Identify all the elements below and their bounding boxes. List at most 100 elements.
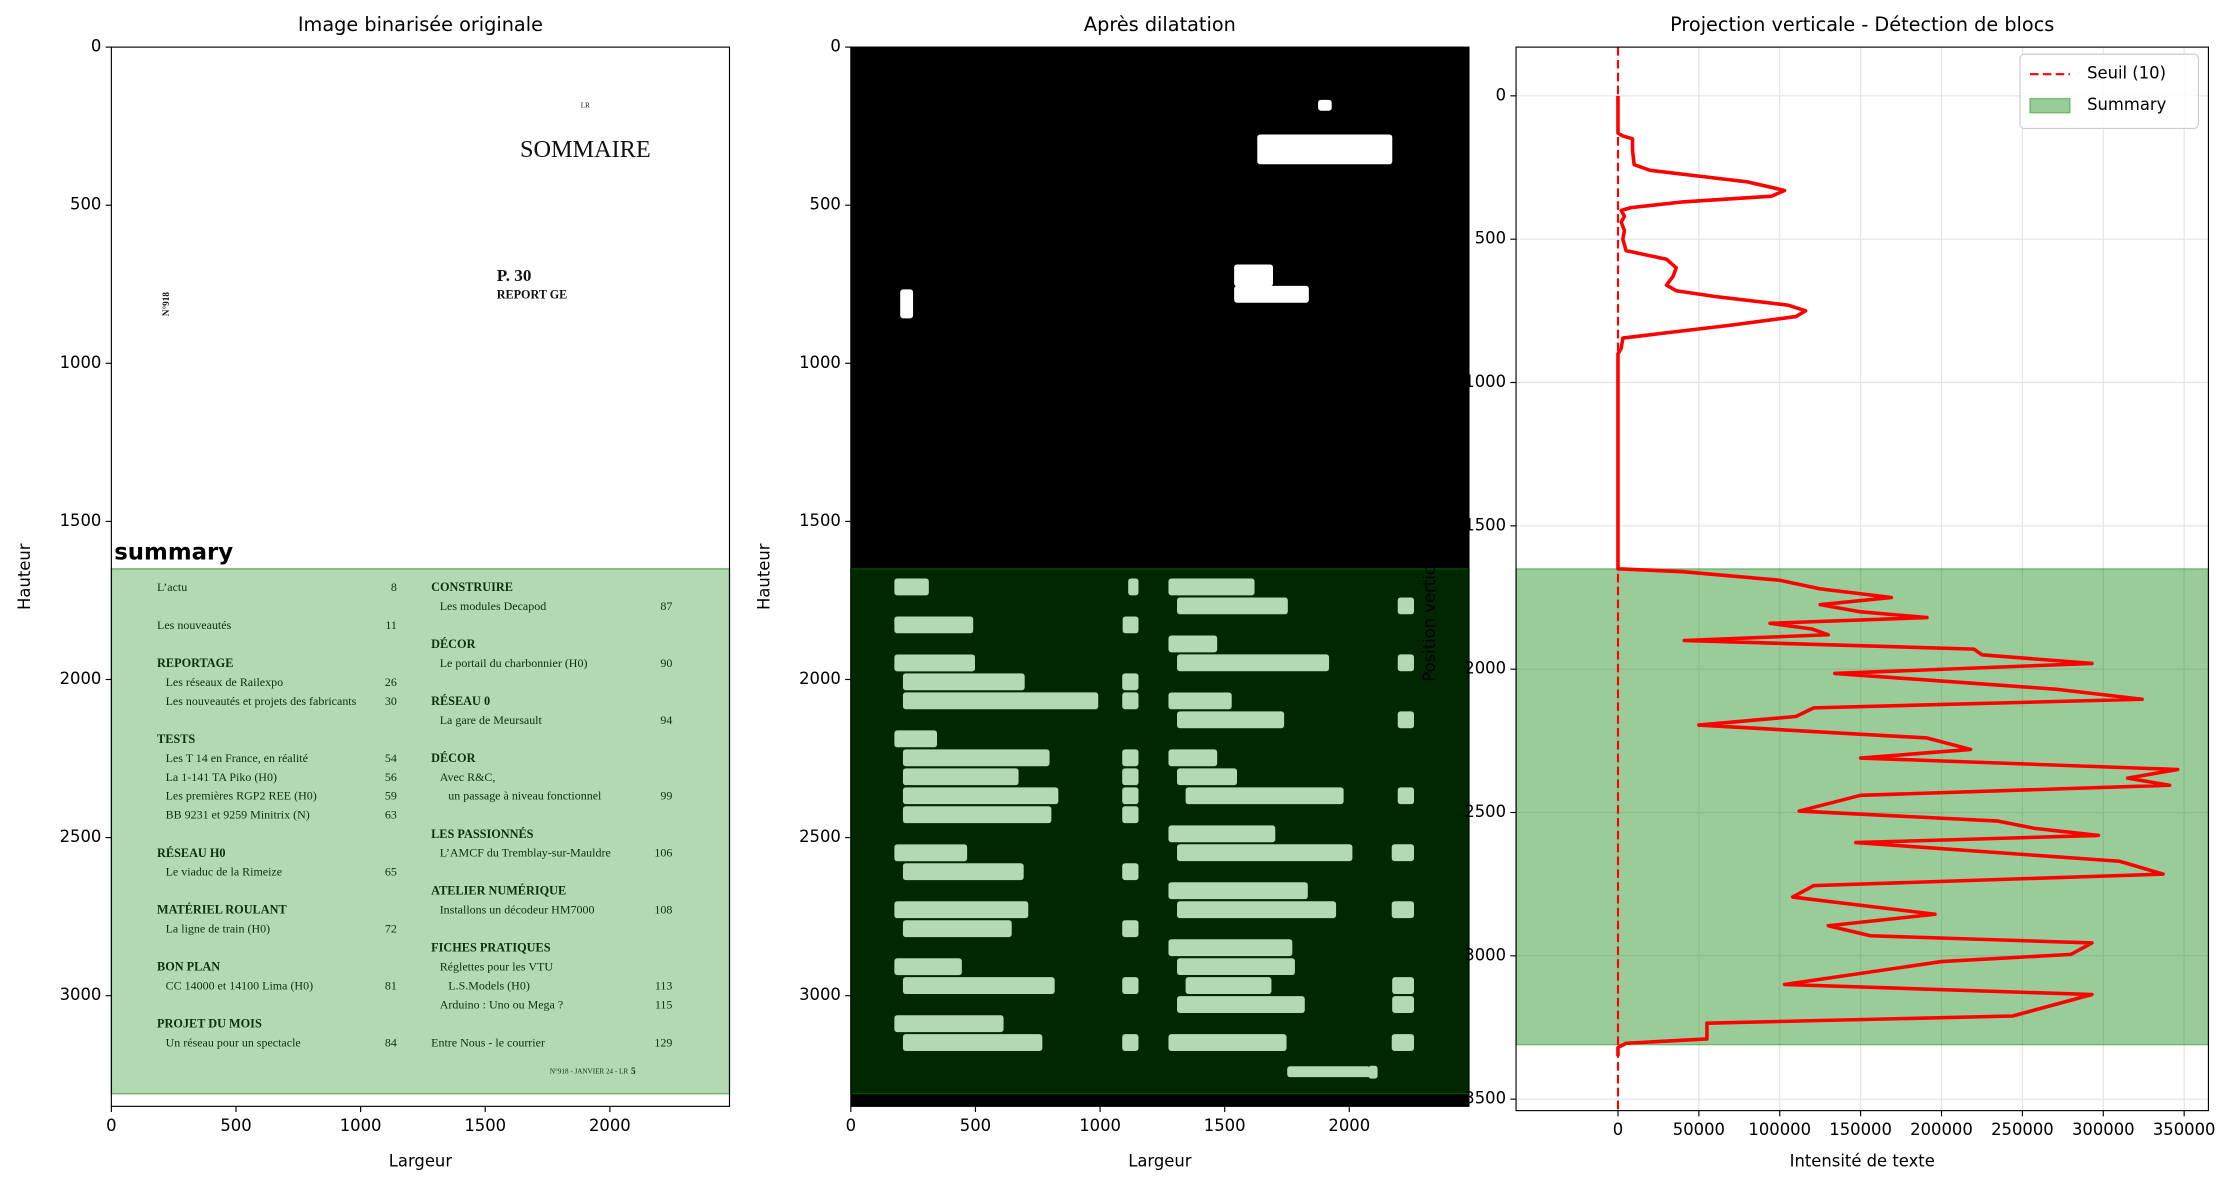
- dilated-blob: [1177, 711, 1285, 729]
- dilated-blob: [1122, 863, 1139, 881]
- panel-top: Projection verticale - Détection de bloc…: [1420, 13, 2216, 1170]
- y-tick-label: 3000: [799, 985, 841, 1004]
- doc-page: 99: [660, 789, 672, 803]
- dilated-blob: [1122, 692, 1139, 710]
- doc-entry: Les nouveautés et projets des fabricants: [166, 694, 357, 708]
- doc-entry: Réglettes pour les VTU: [440, 960, 554, 974]
- dilated-blob: [902, 768, 1019, 786]
- doc-footer: N°918 - JANVIER 24 - LR: [550, 1068, 628, 1076]
- doc-entry: Avec R&C,: [440, 770, 496, 784]
- dilated-blob: [1391, 1034, 1414, 1051]
- doc-heading: ATELIER NUMÉRIQUE: [431, 884, 566, 898]
- dilated-blob: [1177, 654, 1330, 672]
- y-tick-label: 500: [70, 195, 101, 214]
- x-tick-label: 1000: [340, 1116, 382, 1135]
- dilated-blob: [1177, 901, 1337, 919]
- dilated-blob: [1168, 882, 1308, 900]
- doc-heading: FICHES PRATIQUES: [431, 941, 551, 955]
- x-tick-label: 1500: [464, 1116, 506, 1135]
- doc-feature: REPORT GE: [497, 287, 567, 301]
- y-axis-label: Position verticale (pixels): [1420, 476, 1439, 682]
- doc-entry: L’actu: [157, 580, 187, 594]
- doc-page: 84: [385, 1036, 397, 1050]
- x-tick-label: 0: [106, 1116, 116, 1135]
- image-background: [111, 47, 730, 1107]
- doc-entry: un passage à niveau fonctionnel: [448, 789, 602, 803]
- x-tick-label: 500: [960, 1116, 991, 1135]
- y-tick-label: 1000: [1464, 372, 1506, 391]
- y-tick-label: 0: [91, 37, 101, 56]
- dilated-blob: [1391, 901, 1414, 919]
- dilated-blob: [894, 1015, 1004, 1033]
- doc-page: 108: [654, 903, 672, 917]
- doc-heading: RÉSEAU H0: [157, 846, 226, 860]
- x-tick-label: 250000: [1991, 1120, 2054, 1139]
- doc-page: 81: [385, 979, 397, 993]
- panel-content: LR SOMMAIRE P. 30 REPORT GE N°918 L’actu 8 Les …: [157, 101, 672, 1077]
- y-tick-label: 3000: [60, 985, 102, 1004]
- doc-page: 113: [655, 979, 673, 993]
- overlay: summary: [110, 540, 731, 1095]
- dilated-blob: [1397, 711, 1415, 729]
- dilated-blob: [1168, 578, 1255, 596]
- panel-top: Après dilatation Largeur Hauteur 0 500 1000 15…: [755, 13, 1470, 1171]
- y-tick-label: 0: [1496, 85, 1506, 104]
- y-tick-label: 1000: [60, 353, 102, 372]
- dilated-blob: [1168, 1034, 1287, 1051]
- doc-mark: LR: [581, 101, 590, 109]
- doc-entry: Les modules Decapod: [440, 599, 547, 613]
- dilated-blob: [894, 616, 974, 634]
- dilated-blob: [1177, 768, 1238, 786]
- y-tick-label: 1000: [799, 353, 841, 372]
- y-axis-label: Hauteur: [755, 543, 774, 610]
- doc-page: 59: [385, 789, 397, 803]
- doc-heading: PROJET DU MOIS: [157, 1017, 262, 1031]
- doc-page: 56: [385, 770, 397, 784]
- doc-entry: Les premières RGP2 REE (H0): [166, 789, 317, 803]
- doc-entry: Installons un décodeur HM7000: [440, 903, 595, 917]
- x-axis-label: Intensité de texte: [1790, 1152, 1935, 1171]
- y-tick-label: 1500: [799, 511, 841, 530]
- doc-page: 115: [655, 998, 673, 1012]
- dilated-blob: [1397, 597, 1415, 615]
- block-label: summary: [854, 540, 973, 566]
- legend: Seuil (10) Summary: [2019, 53, 2199, 130]
- x-tick-label: 300000: [2072, 1120, 2135, 1139]
- dilated-blob: [1168, 692, 1232, 710]
- block-label: summary: [114, 540, 233, 566]
- x-tick-label: 2000: [589, 1116, 631, 1135]
- doc-page: 87: [660, 599, 672, 613]
- legend-label: Seuil (10): [2087, 64, 2166, 83]
- doc-heading: DÉCOR: [431, 751, 475, 765]
- grid: [1516, 47, 2209, 1111]
- dilated-blob: [1122, 749, 1139, 767]
- doc-heading: BON PLAN: [157, 960, 220, 974]
- y-tick-label: 0: [830, 37, 840, 56]
- doc-page: 8: [391, 580, 397, 594]
- legend-box: [2019, 53, 2199, 130]
- doc-heading: CONSTRUIRE: [431, 580, 513, 594]
- x-tick-label: 1500: [1204, 1116, 1246, 1135]
- x-tick-label: 2000: [1328, 1116, 1370, 1135]
- axes-frame: [110, 46, 731, 1107]
- panel-title: Image binarisée originale: [298, 13, 543, 36]
- doc-entry: Le portail du charbonnier (H0): [440, 656, 588, 670]
- dilated-blob: [1257, 134, 1393, 165]
- dilated-blob: [1234, 264, 1273, 287]
- dilated-blob: [1168, 635, 1218, 653]
- dilated-blob: [1391, 844, 1414, 862]
- dilated-blob: [1392, 996, 1414, 1014]
- doc-heading: REPORTAGE: [157, 656, 233, 670]
- dilated-blob: [1185, 787, 1344, 805]
- panel-title: Projection verticale - Détection de bloc…: [1670, 13, 2054, 36]
- dilated-blob: [1122, 806, 1139, 824]
- doc-entry: Les T 14 en France, en réalité: [166, 751, 308, 765]
- dilated-blob: [1397, 654, 1415, 672]
- legend-swatch: [2029, 97, 2071, 114]
- dilated-blob: [1168, 825, 1276, 843]
- dilated-blob: [1177, 958, 1295, 976]
- y-tick-label: 500: [810, 195, 841, 214]
- dilated-blob: [1122, 977, 1139, 995]
- doc-entry: Entre Nous - le courrier: [431, 1036, 545, 1050]
